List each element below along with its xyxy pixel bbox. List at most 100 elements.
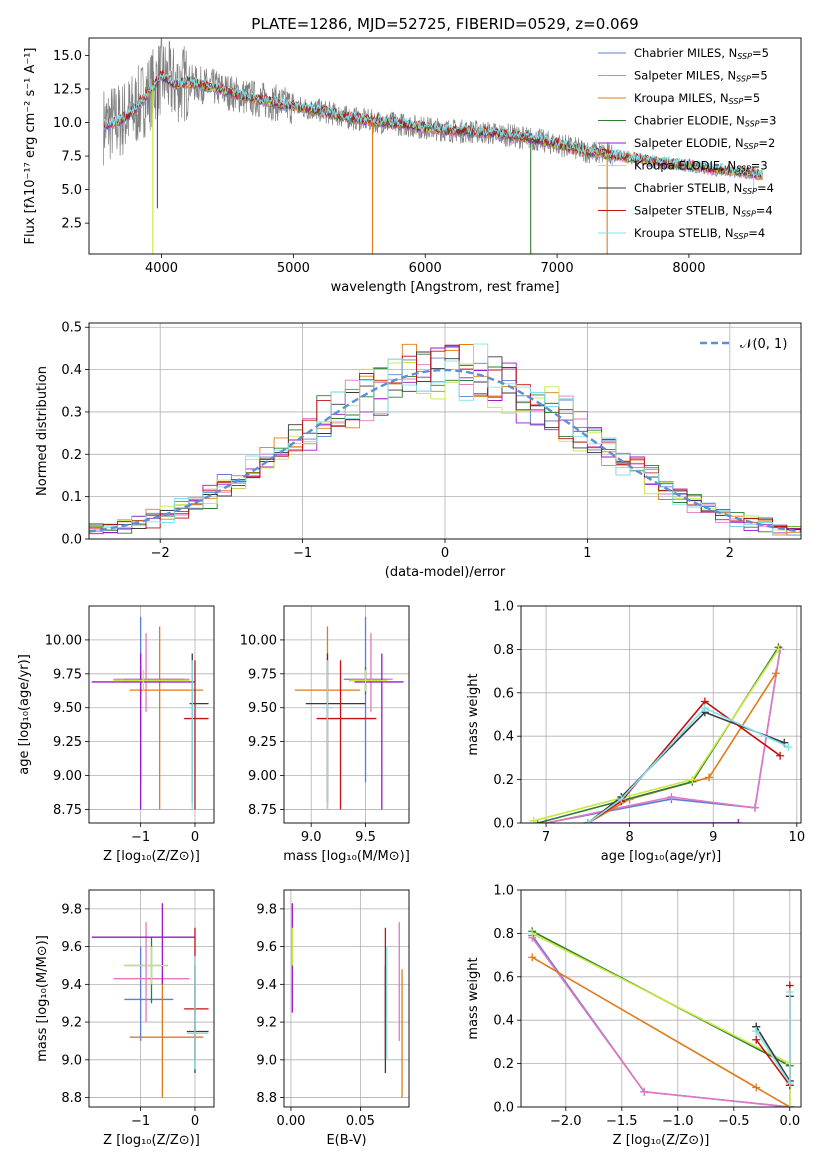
x-tick-label: 0	[191, 830, 199, 845]
x-tick-label: 2	[726, 546, 734, 561]
series-line	[531, 937, 790, 1107]
spectrum-plot	[103, 38, 763, 254]
plus-marker	[771, 669, 780, 678]
x-tick-label: −2	[151, 546, 170, 561]
model-spectrum-kroupa-stelib	[103, 72, 763, 178]
y-tick-label: 0.4	[493, 730, 514, 745]
plus-marker	[734, 819, 743, 823]
y-tick-label: 15.0	[53, 49, 82, 64]
legend-label: Kroupa MILES, NSSP=5	[634, 91, 760, 106]
x-tick-label: 7000	[541, 261, 574, 276]
y-tick-label: 9.75	[248, 667, 277, 682]
legend-label: Salpeter ELODIE, NSSP=2	[634, 136, 775, 151]
plus-marker	[752, 1035, 761, 1044]
y-tick-label: 9.75	[53, 667, 82, 682]
y-tick-label: 0.6	[493, 686, 514, 701]
x-tick-label: 8	[626, 830, 634, 845]
spectrum-legend: Chabrier MILES, NSSP=5 Salpeter MILES, NS…	[598, 46, 776, 241]
y-tick-label: 0.2	[61, 448, 82, 463]
Z_vs_age-plot	[91, 616, 209, 810]
series-line	[531, 935, 790, 1107]
x-tick-label: 9.5	[355, 830, 376, 845]
x-axis-label: Z [log₁₀(Z/Z⊙)]	[613, 1133, 710, 1148]
legend-label: Salpeter MILES, NSSP=5	[634, 69, 768, 84]
plus-marker	[583, 819, 592, 823]
series-line	[755, 992, 791, 1086]
axes-frame	[520, 889, 802, 1108]
y-axis-label: Flux [fλ10⁻¹⁷ erg cm⁻² s⁻¹ A⁻¹]	[23, 48, 38, 245]
y-tick-label: 9.6	[256, 940, 277, 955]
y-tick-label: 0.8	[493, 927, 514, 942]
y-tick-label: 0.3	[61, 405, 82, 420]
plus-marker	[776, 751, 785, 760]
y-tick-label: 10.0	[53, 116, 82, 131]
y-tick-label: 8.75	[53, 803, 82, 818]
y-tick-label: 9.50	[248, 701, 277, 716]
plus-marker	[774, 645, 783, 654]
y-tick-label: 9.25	[248, 735, 277, 750]
y-tick-label: 9.0	[256, 1053, 277, 1068]
y-tick-label: 0.0	[493, 817, 514, 832]
series-line	[537, 646, 780, 823]
y-tick-label: 9.6	[61, 940, 82, 955]
x-axis-label: wavelength [Angstrom, rest frame]	[331, 280, 560, 295]
axes-frame	[520, 605, 802, 824]
x-tick-label: 7	[542, 830, 550, 845]
x-tick-label: 0.0	[779, 1114, 800, 1129]
plus-marker	[640, 1087, 649, 1096]
x-tick-label: 8000	[672, 261, 705, 276]
y-tick-label: 9.2	[61, 1016, 82, 1031]
y-tick-label: 9.8	[256, 902, 277, 917]
y-tick-label: 0.6	[493, 970, 514, 985]
plus-marker	[528, 929, 537, 938]
axes-frame	[283, 889, 410, 1108]
x-tick-label: −1.5	[606, 1114, 638, 1129]
legend-label: Salpeter STELIB, NSSP=4	[634, 204, 773, 219]
y-axis-label: mass weight	[466, 673, 481, 755]
axes-frame	[88, 37, 802, 255]
x-tick-label: −1	[293, 546, 312, 561]
plus-marker	[785, 987, 794, 996]
plus-marker	[752, 1083, 761, 1092]
x-axis-label: Z [log₁₀(Z/Z⊙)]	[103, 1133, 200, 1148]
y-axis-label: age [log₁₀(age/yr)]	[17, 654, 32, 775]
Z_vs_age-axes: −1 0 8.75 9.00 9.25 9.50 9.75 10.00 Z [log₁₀(Z/Z…	[17, 606, 214, 864]
y-tick-label: 9.00	[53, 769, 82, 784]
y-tick-label: 5.0	[61, 183, 82, 198]
y-tick-label: 9.00	[248, 769, 277, 784]
plus-marker	[617, 795, 626, 804]
x-tick-label: −1.0	[662, 1114, 694, 1129]
x-tick-label: 9.0	[301, 830, 322, 845]
histogram-plot	[89, 343, 801, 538]
legend-label: Chabrier STELIB, NSSP=4	[634, 181, 774, 196]
series-line	[531, 956, 791, 1107]
mass_vs_age-axes: 9.0 9.5 8.75 9.00 9.25 9.50 9.75 10.00 mass [log…	[240, 606, 410, 864]
y-tick-label: 8.75	[248, 803, 277, 818]
Z_vs_mass-axes: −1 0 8.8 9.0 9.2 9.4 9.6 9.8 Z [log₁₀(Z/Z⊙)] mass…	[35, 890, 214, 1148]
plus-marker	[688, 775, 697, 784]
series-line	[587, 707, 789, 823]
plus-marker	[751, 803, 760, 812]
plus-marker	[785, 1103, 794, 1107]
legend-label: 𝒩(0, 1)	[740, 337, 787, 352]
y-tick-label: 9.25	[53, 735, 82, 750]
x-tick-label: −0.5	[718, 1114, 750, 1129]
x-tick-label: 0	[191, 1114, 199, 1129]
residual_histogram-axes: −2 −1 0 1 2 0.0 0.1 0.2 0.3 0.4 0.5 (data-model)/er…	[35, 321, 801, 580]
y-tick-label: 1.0	[493, 884, 514, 899]
x-tick-label: −1	[131, 830, 150, 845]
plus-marker	[529, 816, 538, 823]
series-line	[533, 648, 780, 822]
x-axis-label: age [log₁₀(age/yr)]	[601, 849, 722, 864]
series-line	[531, 930, 791, 1107]
plus-marker	[667, 792, 676, 801]
y-tick-label: 0.1	[61, 490, 82, 505]
plus-marker	[784, 743, 793, 752]
figure-title: PLATE=1286, MJD=52725, FIBERID=0529, z=0…	[251, 15, 638, 33]
y-tick-label: 8.8	[256, 1091, 277, 1106]
EBV-axes: 0.00 0.05 8.8 9.0 9.2 9.4 9.6 9.8 E(B-V)	[256, 890, 409, 1148]
Z_vs_mass-plot	[91, 903, 209, 1098]
legend-label: Kroupa ELODIE, NSSP=3	[634, 159, 768, 174]
x-tick-label: 4000	[145, 261, 178, 276]
